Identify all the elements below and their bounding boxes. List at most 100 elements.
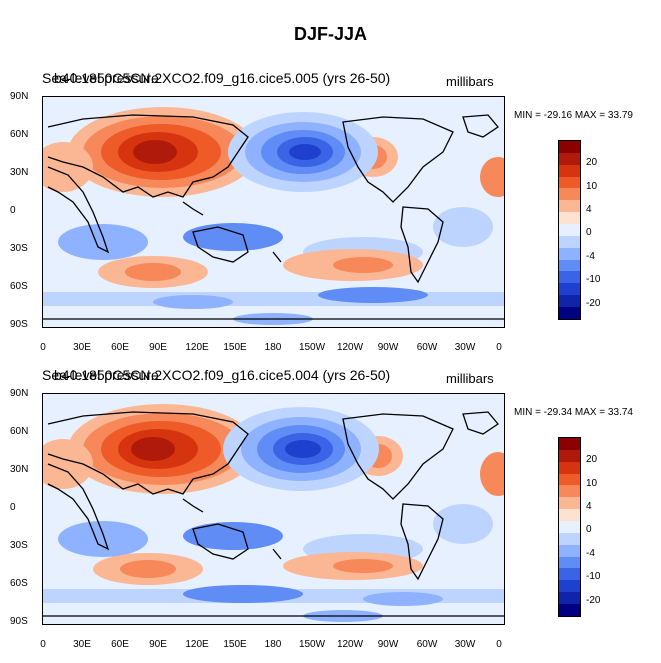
lat-label: 0 [10,205,16,216]
lon-label: 90E [149,639,167,650]
lon-label: 150E [223,639,247,650]
map-field [43,97,504,327]
colorbar-label: -4 [586,251,595,262]
colorbar-label: -10 [586,274,601,285]
panel-title: Sea-level pressure b40.1850C5CN.2XCO2.f0… [42,70,390,86]
colorbar-label: -20 [586,298,601,309]
colorbar-swatch [559,568,580,581]
lon-label: 90W [377,342,399,353]
colorbar-swatch [559,544,580,557]
colorbar-swatch [559,224,580,236]
main-title: DJF-JJA [293,24,368,44]
panel-bottom: Sea-level pressure b40.1850C5CN.2XCO2.f0… [0,367,661,663]
colorbar-swatch [559,532,580,545]
lat-label: 30N [10,167,29,178]
lon-label: 60W [416,639,438,650]
colorbar-label: 10 [586,181,598,192]
colorbar-swatch [559,212,580,225]
colorbar [558,140,581,320]
lat-label: 30N [10,464,29,475]
case-title: b40.1850C5CN.2XCO2.f09_g16.cice5.005 (yr… [54,70,391,86]
field-title: Sea-level pressure [42,70,159,86]
lat-label: 0 [10,502,16,513]
map-plot [42,96,505,328]
colorbar-swatch [559,176,580,189]
lon-label: 60W [416,342,438,353]
colorbar-label: 20 [586,157,598,168]
colorbar-swatch [559,188,580,201]
colorbar-swatch [559,604,580,616]
lon-label: 30E [73,342,91,353]
lon-label: 90E [149,342,167,353]
panel-top: Sea-level pressure b40.1850C5CN.2XCO2.f0… [0,70,661,366]
lon-label: 90W [377,639,399,650]
colorbar-swatch [559,271,580,284]
colorbar-swatch [559,556,580,569]
lon-label: 150W [298,342,326,353]
lon-label: 120W [336,342,364,353]
lon-label: 150W [298,639,326,650]
lon-label: 180 [264,342,282,353]
lat-label: 90N [10,388,29,399]
lat-label: 60N [10,426,29,437]
colorbar [558,437,581,617]
lon-label: 0 [40,639,46,650]
colorbar-swatch [559,283,580,296]
colorbar-swatch [559,473,580,486]
colorbar-swatch [559,580,580,593]
lon-label: 30E [73,639,91,650]
units-label: millibars [446,371,494,386]
lat-label: 90S [10,319,28,330]
colorbar-label: -4 [586,548,595,559]
min-max-label: MIN = -29.16 MAX = 33.79 [514,110,633,121]
colorbar-swatch [559,307,580,319]
colorbar-swatch [559,141,580,153]
colorbar-label: 0 [586,524,592,535]
lon-label: 0 [40,342,46,353]
colorbar-swatch [559,509,580,522]
lon-label: 120E [185,342,209,353]
lat-label: 90S [10,616,28,627]
colorbar-label: -20 [586,595,601,606]
colorbar-label: 10 [586,478,598,489]
colorbar-label: 4 [586,204,592,215]
colorbar-swatch [559,259,580,272]
lat-label: 30S [10,243,28,254]
colorbar-swatch [559,461,580,474]
colorbar-swatch [559,235,580,248]
map-plot [42,393,505,625]
colorbar-swatch [559,247,580,260]
lat-label: 90N [10,91,29,102]
colorbar-swatch [559,200,580,213]
colorbar-swatch [559,164,580,177]
lon-label: 30W [454,342,476,353]
colorbar-swatch [559,485,580,498]
field-title: Sea-level pressure [42,367,159,383]
panel-title: Sea-level pressure b40.1850C5CN.2XCO2.f0… [42,367,390,383]
colorbar-swatch [559,152,580,165]
lon-label: 30W [454,639,476,650]
colorbar-swatch [559,295,580,308]
lon-label: 120W [336,639,364,650]
colorbar-swatch [559,438,580,450]
lon-label: 180 [264,639,282,650]
min-max-label: MIN = -29.34 MAX = 33.74 [514,407,633,418]
colorbar-label: -10 [586,571,601,582]
lon-label: 0 [496,639,502,650]
colorbar-swatch [559,521,580,533]
colorbar-label: 4 [586,501,592,512]
lat-label: 60S [10,281,28,292]
colorbar-swatch [559,497,580,510]
lon-label: 60E [111,639,129,650]
lon-label: 150E [223,342,247,353]
units-label: millibars [446,74,494,89]
colorbar-label: 0 [586,227,592,238]
lon-label: 0 [496,342,502,353]
colorbar-label: 20 [586,454,598,465]
lat-label: 60S [10,578,28,589]
case-title: b40.1850C5CN.2XCO2.f09_g16.cice5.004 (yr… [54,367,391,383]
colorbar-swatch [559,592,580,605]
lat-label: 30S [10,540,28,551]
lon-label: 120E [185,639,209,650]
map-field [43,394,504,624]
